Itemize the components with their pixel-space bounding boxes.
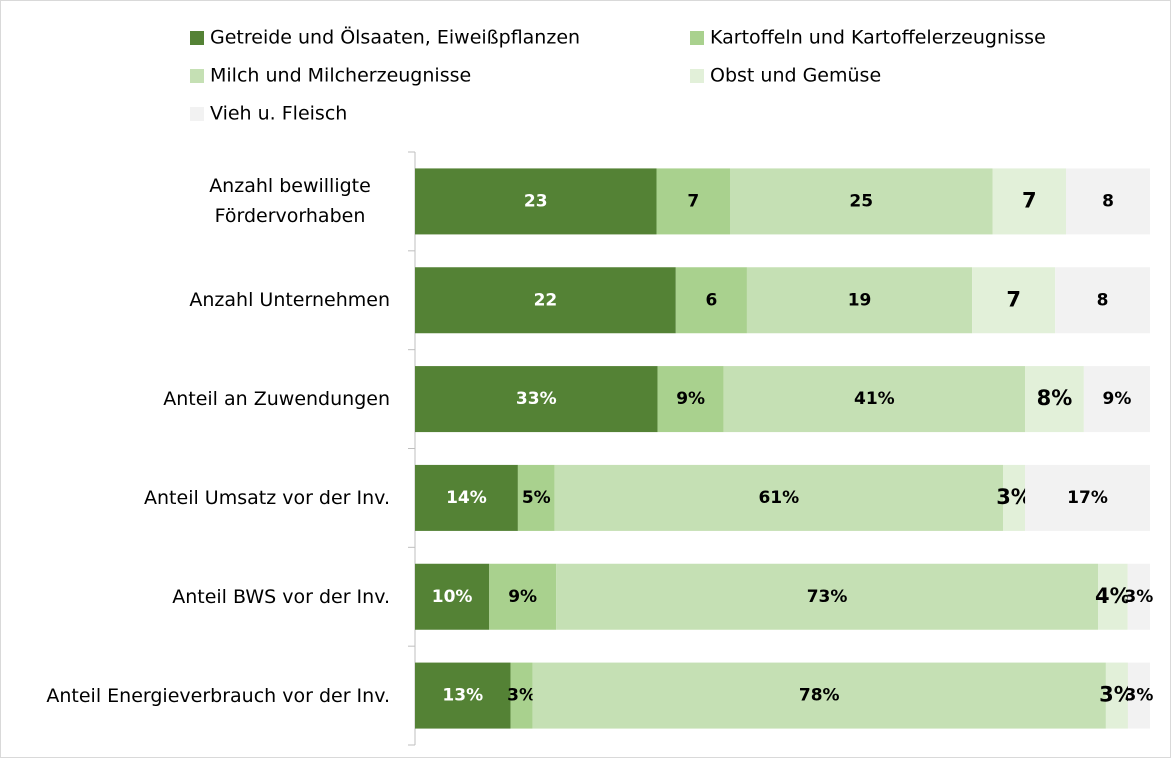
bar-segment <box>415 366 658 433</box>
bar-segment <box>730 168 993 235</box>
data-label: 5% <box>522 488 551 508</box>
bar-segment <box>657 366 724 433</box>
category-label: Anteil BWS vor der Inv. <box>172 585 390 608</box>
data-label: 3% <box>507 686 536 706</box>
data-label: 3% <box>1124 587 1153 607</box>
data-label: 7 <box>1006 287 1021 311</box>
category-label: Anzahl Unternehmen <box>189 289 390 312</box>
data-label: 19 <box>848 290 872 310</box>
legend-label: Obst und Gemüse <box>710 65 881 87</box>
bar-segment <box>1098 563 1128 630</box>
legend-swatch <box>190 107 204 121</box>
data-label: 41% <box>854 389 895 409</box>
bar-segment <box>656 168 730 235</box>
bar-segment <box>1127 563 1150 630</box>
bar-segment <box>746 267 973 334</box>
bar-segment <box>675 267 747 334</box>
bar-segment <box>510 662 533 729</box>
data-label: 23 <box>524 191 548 211</box>
bar-segment <box>415 267 676 334</box>
bar-segment <box>556 563 1099 630</box>
data-label: 7 <box>687 191 699 211</box>
legend-swatch <box>190 69 204 83</box>
bar-segment <box>1025 464 1150 531</box>
data-label: 9% <box>508 587 537 607</box>
data-label: 73% <box>807 587 848 607</box>
bar-segment <box>972 267 1056 334</box>
data-label: 25 <box>849 191 873 211</box>
data-label: 78% <box>799 686 840 706</box>
category-label: Anteil Umsatz vor der Inv. <box>144 486 390 509</box>
legend-swatch <box>690 31 704 45</box>
bar-segment <box>1025 366 1084 433</box>
category-label: Anteil Energieverbrauch vor der Inv. <box>46 684 390 707</box>
data-label: 33% <box>516 389 557 409</box>
data-label: 14% <box>446 488 487 508</box>
legend-swatch <box>190 31 204 45</box>
bar-segment <box>723 366 1026 433</box>
data-label: 4% <box>1095 584 1131 608</box>
bar-segment <box>1105 662 1128 729</box>
legend-label: Kartoffeln und Kartoffelerzeugnisse <box>710 27 1046 49</box>
legend-label: Getreide und Ölsaaten, Eiweißpflanzen <box>210 26 580 49</box>
bar-segment <box>1066 168 1150 235</box>
data-label: 8 <box>1102 191 1114 211</box>
bar-segment <box>554 464 1003 531</box>
data-label: 3% <box>1125 686 1154 706</box>
data-label: 17% <box>1067 488 1108 508</box>
bar-segment <box>517 464 555 531</box>
bar-segment <box>489 563 557 630</box>
legend-label: Milch und Milcherzeugnisse <box>210 65 471 87</box>
data-label: 9% <box>676 389 705 409</box>
bar-segment <box>1127 662 1150 729</box>
bar-segment <box>1083 366 1150 433</box>
data-label: 8% <box>1037 386 1073 410</box>
data-label: 6 <box>705 290 717 310</box>
data-label: 9% <box>1102 389 1131 409</box>
bar-segment <box>415 662 511 729</box>
bar-segment <box>415 464 518 531</box>
category-label: Anteil an Zuwendungen <box>163 388 390 411</box>
data-label: 10% <box>432 587 473 607</box>
data-label: 61% <box>758 488 799 508</box>
data-label: 22 <box>534 290 558 310</box>
data-label: 8 <box>1097 290 1109 310</box>
bar-segment <box>1003 464 1026 531</box>
legend-label: Vieh u. Fleisch <box>210 103 347 125</box>
bar-segment <box>532 662 1106 729</box>
category-label: Anzahl bewilligte Fördervorhaben <box>209 175 371 228</box>
bar-segment <box>992 168 1066 235</box>
bar-segment <box>415 563 490 630</box>
legend-swatch <box>690 69 704 83</box>
bar-segment <box>415 168 657 235</box>
bar-segment <box>1055 267 1150 334</box>
data-label: 7 <box>1022 188 1037 212</box>
data-label: 13% <box>442 686 483 706</box>
